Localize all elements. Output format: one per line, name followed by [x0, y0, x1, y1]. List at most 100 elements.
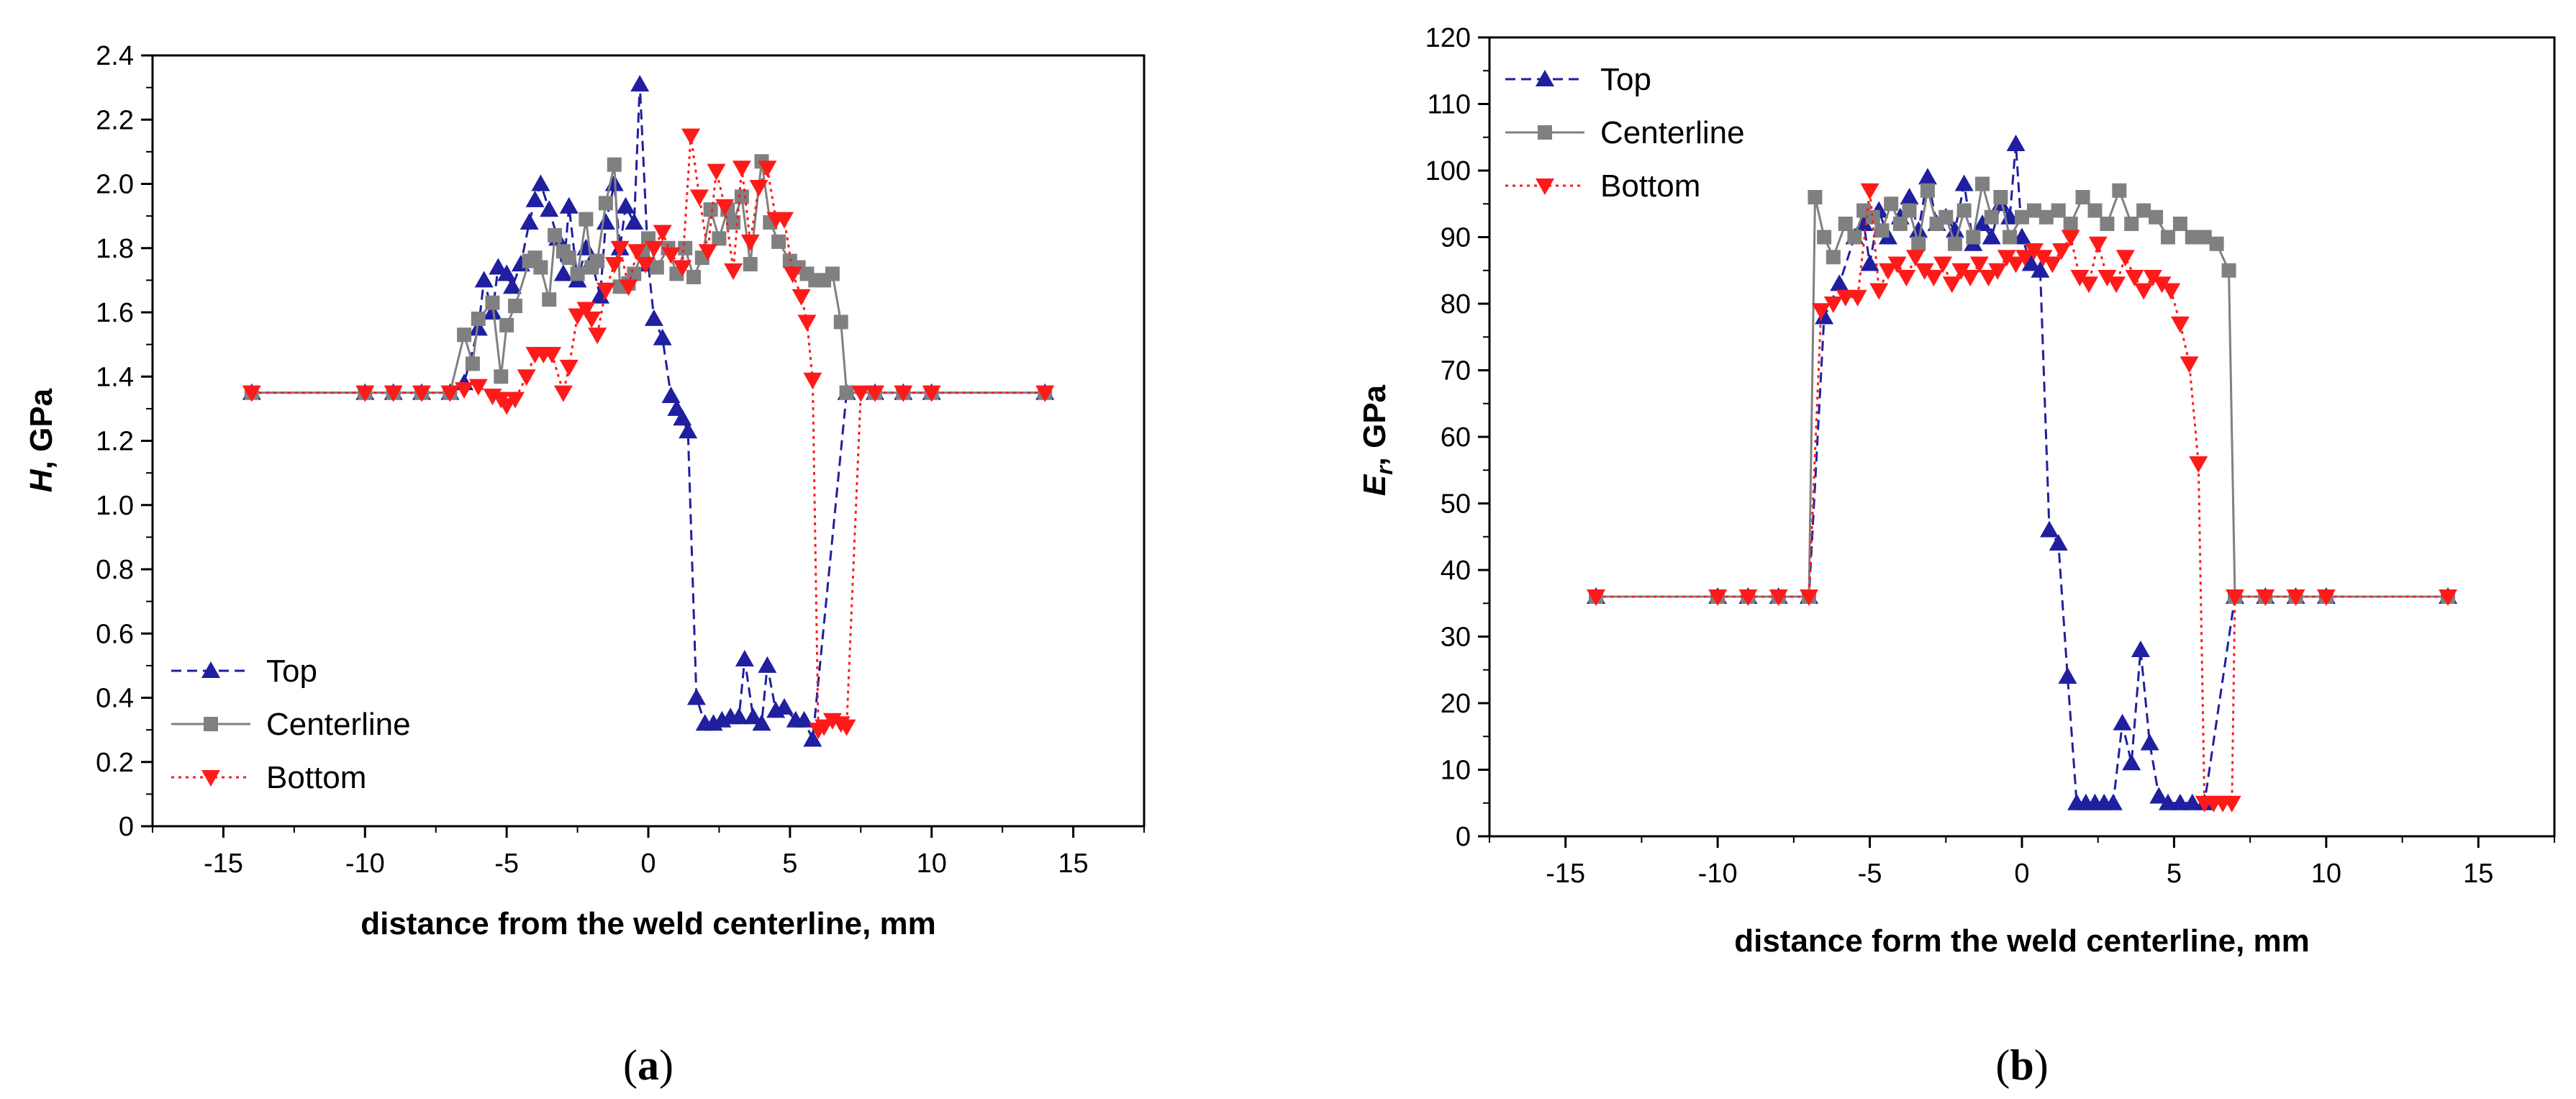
data-point-centerline [1874, 223, 1890, 238]
data-point-centerline [649, 260, 664, 275]
data-point-top [1909, 221, 1928, 238]
legend: Top Centerline Bottom [1505, 62, 1745, 204]
data-point-top [2140, 733, 2159, 751]
data-point-top [2103, 793, 2123, 810]
data-point-bottom [2033, 250, 2053, 267]
data-point-bottom [689, 189, 709, 207]
data-point-top [673, 409, 692, 426]
data-point-centerline [1956, 203, 1972, 218]
data-point-bottom [596, 282, 615, 299]
data-point-bottom [2189, 456, 2208, 473]
series-line-centerline [251, 161, 1046, 394]
data-point-centerline [533, 260, 548, 275]
series-line-top [251, 84, 1046, 744]
y-tick-label: 1.0 [96, 491, 134, 521]
data-point-top [1954, 174, 1974, 191]
data-point-top [596, 213, 615, 230]
x-tick-label: 15 [2463, 859, 2493, 889]
caption-paren-open: ( [1995, 1041, 2010, 1089]
data-point-centerline [471, 311, 486, 326]
data-point-centerline [1911, 236, 1926, 251]
data-point-bottom [505, 392, 525, 409]
data-point-bottom [2115, 250, 2135, 267]
series-top [1587, 135, 2457, 810]
data-point-bottom [1738, 589, 1758, 606]
x-tick-label: -5 [494, 849, 519, 879]
y-tick-label: 1.8 [96, 234, 134, 264]
data-point-top [1973, 214, 1992, 231]
y-tick-label: 2.0 [96, 170, 134, 200]
data-point-bottom [543, 347, 562, 364]
x-axis-title: distance from the weld centerline, mm [360, 906, 936, 941]
data-point-centerline [1892, 217, 1908, 231]
legend-label-top: Top [1600, 62, 1651, 97]
data-point-centerline [570, 266, 585, 281]
data-point-centerline [2221, 263, 2236, 278]
data-point-top [1982, 227, 2001, 245]
legend-label-centerline: Centerline [266, 707, 411, 742]
data-point-top [735, 649, 754, 666]
data-point-bottom [707, 163, 726, 181]
y-tick-label: 110 [1427, 90, 1471, 120]
data-point-centerline [561, 250, 576, 266]
legend-marker-bottom [201, 770, 220, 787]
data-point-bottom [1924, 270, 1944, 286]
data-point-centerline [2015, 209, 2029, 225]
data-point-top [686, 688, 706, 705]
legend-marker-centerline [204, 717, 218, 731]
data-point-centerline [703, 202, 718, 217]
data-point-bottom [1988, 263, 2008, 280]
legend-marker-top [1536, 70, 1554, 86]
data-point-centerline [1817, 230, 1832, 245]
data-point-top [630, 75, 650, 92]
y-axis-title-symbol: H [24, 469, 59, 492]
x-tick-label: -5 [1858, 859, 1882, 889]
data-point-bottom [1836, 289, 1855, 307]
data-point-bottom [2226, 589, 2244, 606]
data-point-bottom [1848, 289, 1867, 307]
data-point-bottom [2107, 276, 2126, 294]
data-point-centerline [771, 234, 786, 249]
data-point-bottom [1869, 283, 1889, 300]
data-point-bottom [440, 385, 460, 402]
data-point-top [743, 707, 763, 725]
data-point-bottom [636, 257, 656, 274]
x-tick-label: 5 [2167, 859, 2182, 889]
data-point-bottom [922, 385, 941, 402]
data-point-bottom [588, 327, 607, 345]
data-point-bottom [740, 234, 760, 251]
data-point-top [2122, 754, 2141, 771]
data-point-bottom [242, 385, 261, 402]
data-point-bottom [2143, 270, 2162, 286]
chart-panel-a: -15 -10 -5 0 5 10 15 0 0.2 0.4 0.6 0.8 1.0 1.2 1.4 1.6 1… [24, 41, 1146, 1089]
data-point-top [2113, 713, 2132, 731]
data-point-bottom [2015, 250, 2035, 267]
data-point-bottom [1811, 303, 1831, 320]
data-point-bottom [627, 244, 647, 261]
data-point-bottom [355, 385, 375, 402]
data-point-centerline [1847, 230, 1862, 245]
data-point-bottom [2070, 270, 2090, 286]
x-tick-label: 10 [2311, 859, 2341, 889]
data-point-centerline [1902, 203, 1917, 218]
data-point-centerline [465, 356, 480, 371]
data-point-bottom [792, 289, 811, 306]
caption-paren-close: ) [2034, 1041, 2049, 1089]
data-point-centerline [607, 157, 622, 172]
data-point-bottom [610, 240, 630, 258]
y-axis-title-subscript: r [1371, 465, 1397, 475]
x-tick-label: 10 [917, 849, 947, 879]
data-point-bottom [1860, 183, 1879, 200]
data-point-bottom [582, 311, 602, 328]
data-point-bottom [837, 719, 856, 736]
data-point-bottom [384, 385, 403, 402]
y-axis-title: H, GPa [24, 388, 59, 492]
data-point-top [497, 264, 517, 281]
data-point-bottom [715, 199, 735, 216]
data-point-top [474, 271, 494, 288]
data-point-bottom [698, 244, 717, 261]
legend-label-top: Top [266, 653, 317, 689]
data-point-top [559, 196, 579, 214]
legend-marker-top [201, 661, 220, 678]
